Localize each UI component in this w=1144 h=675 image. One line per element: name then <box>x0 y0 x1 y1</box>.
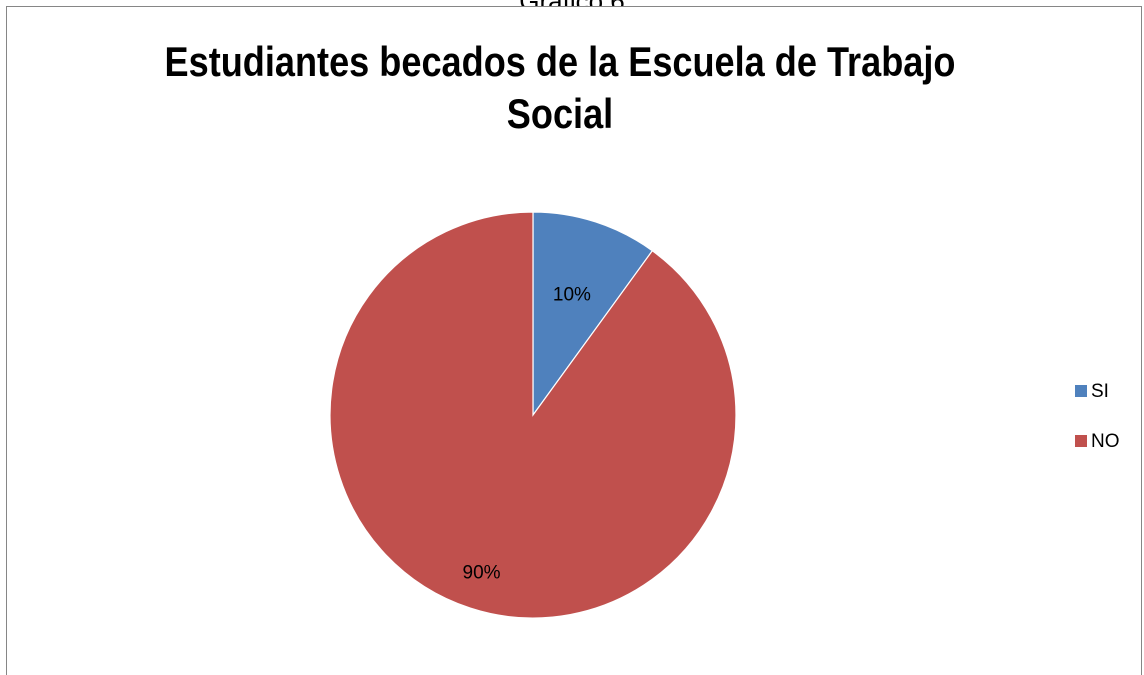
data-label-no: 90% <box>463 562 501 583</box>
data-label-si: 10% <box>553 284 591 305</box>
legend: SI NO <box>1075 381 1120 452</box>
chart-title: Estudiantes becados de la Escuela de Tra… <box>164 38 956 137</box>
pie-slice-si <box>532 211 654 417</box>
pie-slices <box>329 211 737 619</box>
legend-label-no: NO <box>1091 431 1120 452</box>
legend-swatch-no <box>1075 435 1087 447</box>
pie-slice-no <box>329 211 737 619</box>
legend-label-si: SI <box>1091 381 1109 402</box>
legend-swatch-si <box>1075 385 1087 397</box>
pie-data-labels: 10% 90% <box>463 284 591 583</box>
